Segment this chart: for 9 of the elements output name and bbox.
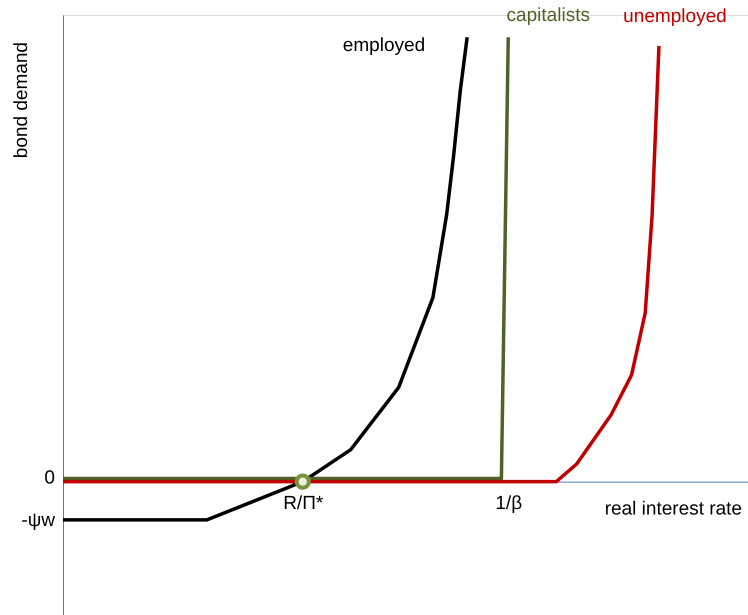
x-axis-title: real interest rate [604, 498, 742, 520]
x-tick-label: R/Π* [283, 493, 324, 514]
text: employed [342, 35, 426, 56]
y-axis-title: bond demand [11, 42, 32, 158]
text: 0 [44, 468, 55, 489]
x-tick-label: 1/β [495, 493, 522, 514]
text: -ψw [21, 510, 56, 531]
series-label: unemployed [623, 6, 727, 28]
series-label: capitalists [506, 5, 590, 26]
